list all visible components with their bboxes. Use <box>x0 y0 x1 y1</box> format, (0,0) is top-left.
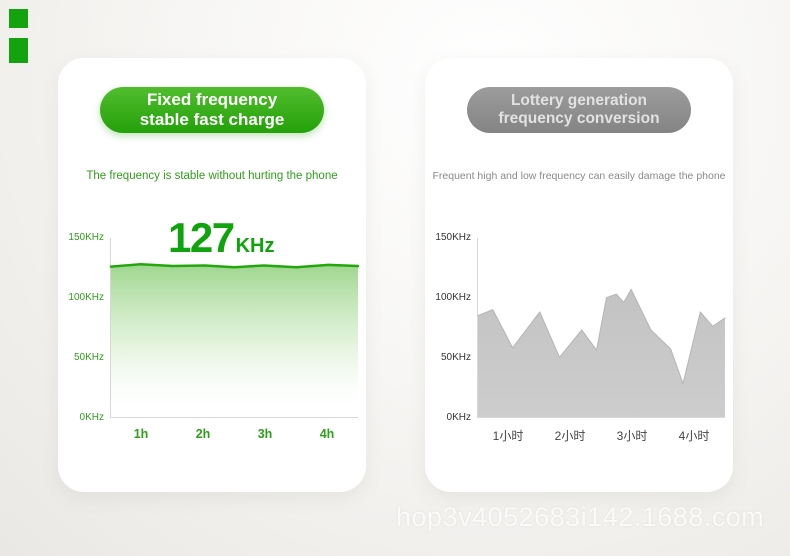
badge-line-2: frequency conversion <box>498 110 660 127</box>
x-tick-label: 1小时 <box>492 429 524 443</box>
watermark: hop3v4052683i142.1688.com <box>396 502 765 532</box>
chart-area <box>478 289 725 417</box>
x-axis: 1小时 2小时 3小时 4小时 <box>477 427 725 444</box>
badge-line-1: Lottery generation <box>510 91 648 109</box>
x-tick-label: 2h <box>195 427 211 441</box>
fixed-frequency-badge: Fixed frequency stable fast charge <box>100 87 324 133</box>
badge-line-2: stable fast charge <box>139 110 285 129</box>
y-tick-label: 100KHz <box>68 292 104 303</box>
plot-area <box>477 238 725 418</box>
annotation-value: 127 <box>168 214 235 261</box>
y-tick-label: 150KHz <box>435 232 471 243</box>
y-tick-label: 50KHz <box>73 352 104 363</box>
x-tick-label: 3h <box>257 427 273 441</box>
y-axis: 150KHz 100KHz 50KHz 0KHz <box>433 232 477 423</box>
unstable-frequency-chart: 150KHz 100KHz 50KHz 0KHz 1小时 2小时 3小时 4小时 <box>433 232 725 444</box>
badge-line-1: Fixed frequency <box>146 89 278 109</box>
y-tick-label: 0KHz <box>446 412 471 423</box>
plot-area <box>110 238 358 418</box>
panel-subtitle: Frequent high and low frequency can easi… <box>432 170 726 182</box>
x-axis: 1h 2h 3h 4h <box>110 427 358 441</box>
panel-fixed-frequency: Fixed frequency stable fast charge The f… <box>58 58 366 492</box>
panel-frequency-conversion: Lottery generation frequency conversion … <box>425 58 733 492</box>
y-tick-label: 50KHz <box>440 352 471 363</box>
x-tick-label: 2小时 <box>554 429 586 443</box>
frequency-annotation: 127 KHz <box>168 214 274 262</box>
chart-area <box>111 264 358 417</box>
y-axis: 150KHz 100KHz 50KHz 0KHz <box>66 232 110 423</box>
x-tick-label: 4小时 <box>678 429 710 443</box>
annotation-unit: KHz <box>235 235 275 257</box>
decor-square-icon <box>9 38 28 63</box>
chart-line <box>478 289 725 383</box>
stable-frequency-chart: 127 KHz 150KHz 100KHz 50KHz 0KHz 1h 2h 3h 4h <box>66 214 358 441</box>
x-tick-label: 1h <box>133 427 149 441</box>
x-tick-label: 4h <box>319 427 335 441</box>
panel-subtitle: The frequency is stable without hurting … <box>86 170 338 182</box>
area-chart-svg <box>111 238 358 417</box>
area-chart-svg <box>478 238 725 417</box>
frequency-conversion-badge: Lottery generation frequency conversion <box>467 87 691 133</box>
x-tick-label: 3小时 <box>616 429 648 443</box>
y-tick-label: 150KHz <box>68 232 104 243</box>
decor-square-icon <box>9 9 28 28</box>
chart-line <box>111 264 358 267</box>
y-tick-label: 0KHz <box>79 412 104 423</box>
y-tick-label: 100KHz <box>435 292 471 303</box>
